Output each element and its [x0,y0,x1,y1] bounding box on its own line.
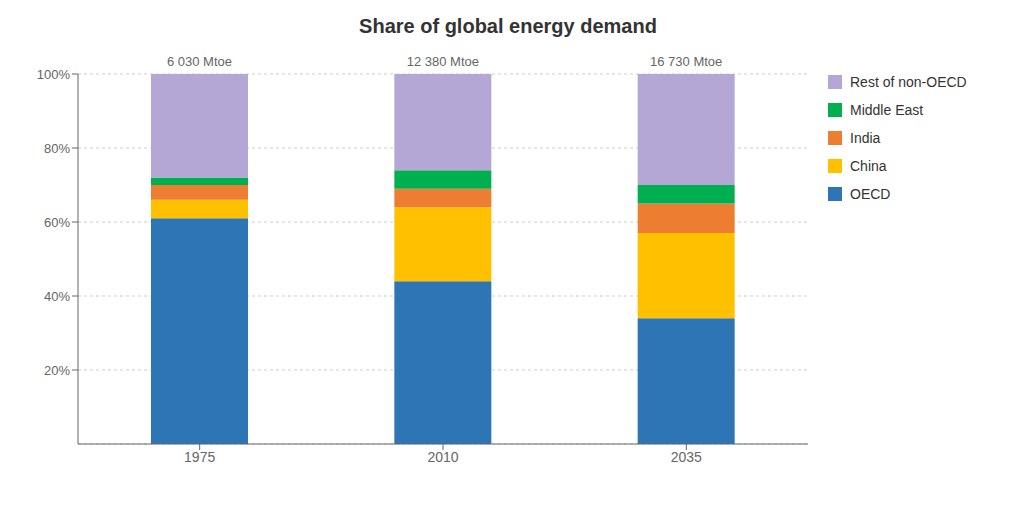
svg-text:1975: 1975 [184,449,215,465]
svg-text:20%: 20% [44,363,70,378]
svg-text:2035: 2035 [671,449,702,465]
svg-text:6 030 Mtoe: 6 030 Mtoe [167,54,232,69]
svg-text:60%: 60% [44,215,70,230]
html-text:India: India [850,130,881,146]
html-text:Middle East: Middle East [850,102,924,118]
svg-text:2010: 2010 [427,449,458,465]
html-text:OECD: OECD [850,186,891,202]
html-text:Share of global energy demand: Share of global energy demand [359,15,657,37]
svg-text:100%: 100% [37,67,71,82]
html-text:China: China [850,158,887,174]
html-text:Rest of non-OECD: Rest of non-OECD [850,74,967,90]
svg-text:16 730 Mtoe: 16 730 Mtoe [650,54,722,69]
svg-text:80%: 80% [44,141,70,156]
svg-text:40%: 40% [44,289,70,304]
svg-text:12 380 Mtoe: 12 380 Mtoe [407,54,479,69]
